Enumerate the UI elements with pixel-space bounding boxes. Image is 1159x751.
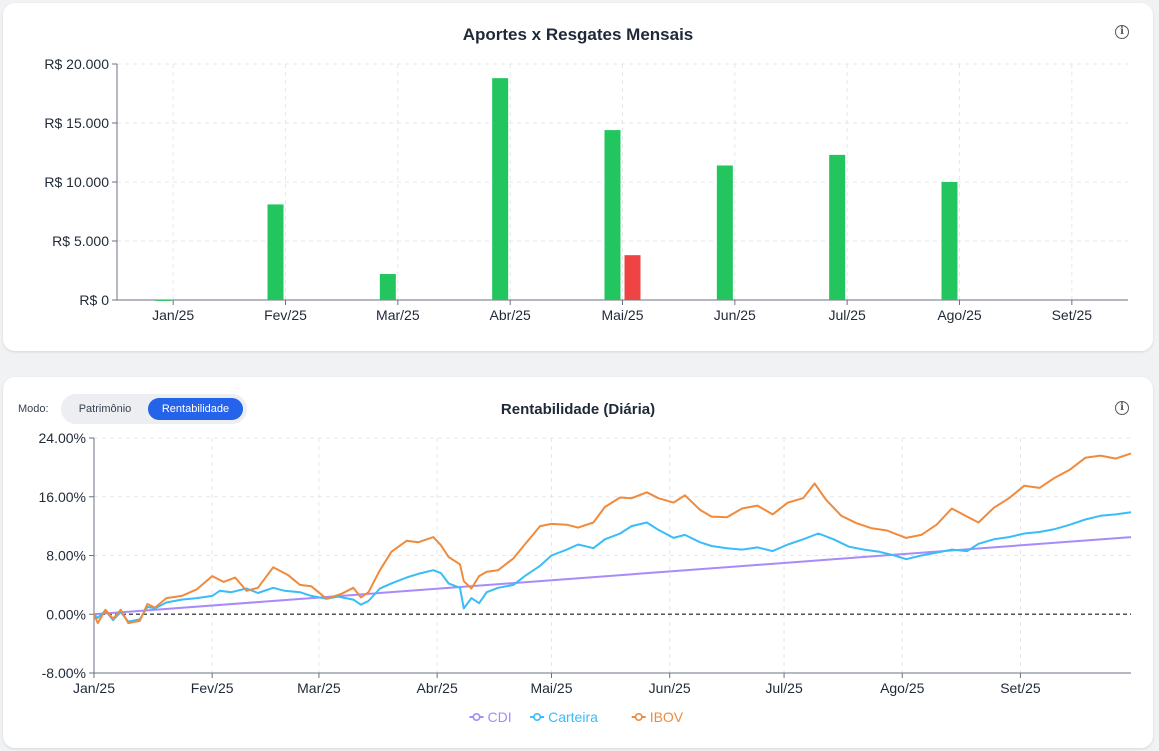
legend-label-cdi: CDI [488, 709, 512, 725]
legend-label-carteira: Carteira [548, 709, 598, 725]
line-ytick-label: -8.00% [42, 665, 86, 681]
series-line-carteira [94, 512, 1131, 621]
legend-label-ibov: IBOV [650, 709, 684, 725]
line-xtick-label: Abr/25 [417, 680, 458, 696]
series-line-ibov [94, 453, 1131, 623]
line-xtick-label: Mar/25 [297, 680, 341, 696]
legend-marker-cdi [473, 714, 479, 720]
line-xtick-label: Jan/25 [73, 680, 115, 696]
legend-marker-carteira [534, 714, 540, 720]
line-xtick-label: Mai/25 [530, 680, 572, 696]
line-xtick-label: Jun/25 [649, 680, 691, 696]
line-xtick-label: Fev/25 [191, 680, 234, 696]
line-ytick-label: 16.00% [39, 489, 86, 505]
legend-marker-ibov [636, 714, 642, 720]
line-ytick-label: 24.00% [39, 430, 86, 446]
line-xtick-label: Jul/25 [765, 680, 803, 696]
line-ytick-label: 0.00% [46, 606, 86, 622]
line-xtick-label: Set/25 [1000, 680, 1041, 696]
line-ytick-label: 8.00% [46, 548, 86, 564]
line-xtick-label: Ago/25 [880, 680, 925, 696]
series-line-cdi [94, 537, 1131, 614]
